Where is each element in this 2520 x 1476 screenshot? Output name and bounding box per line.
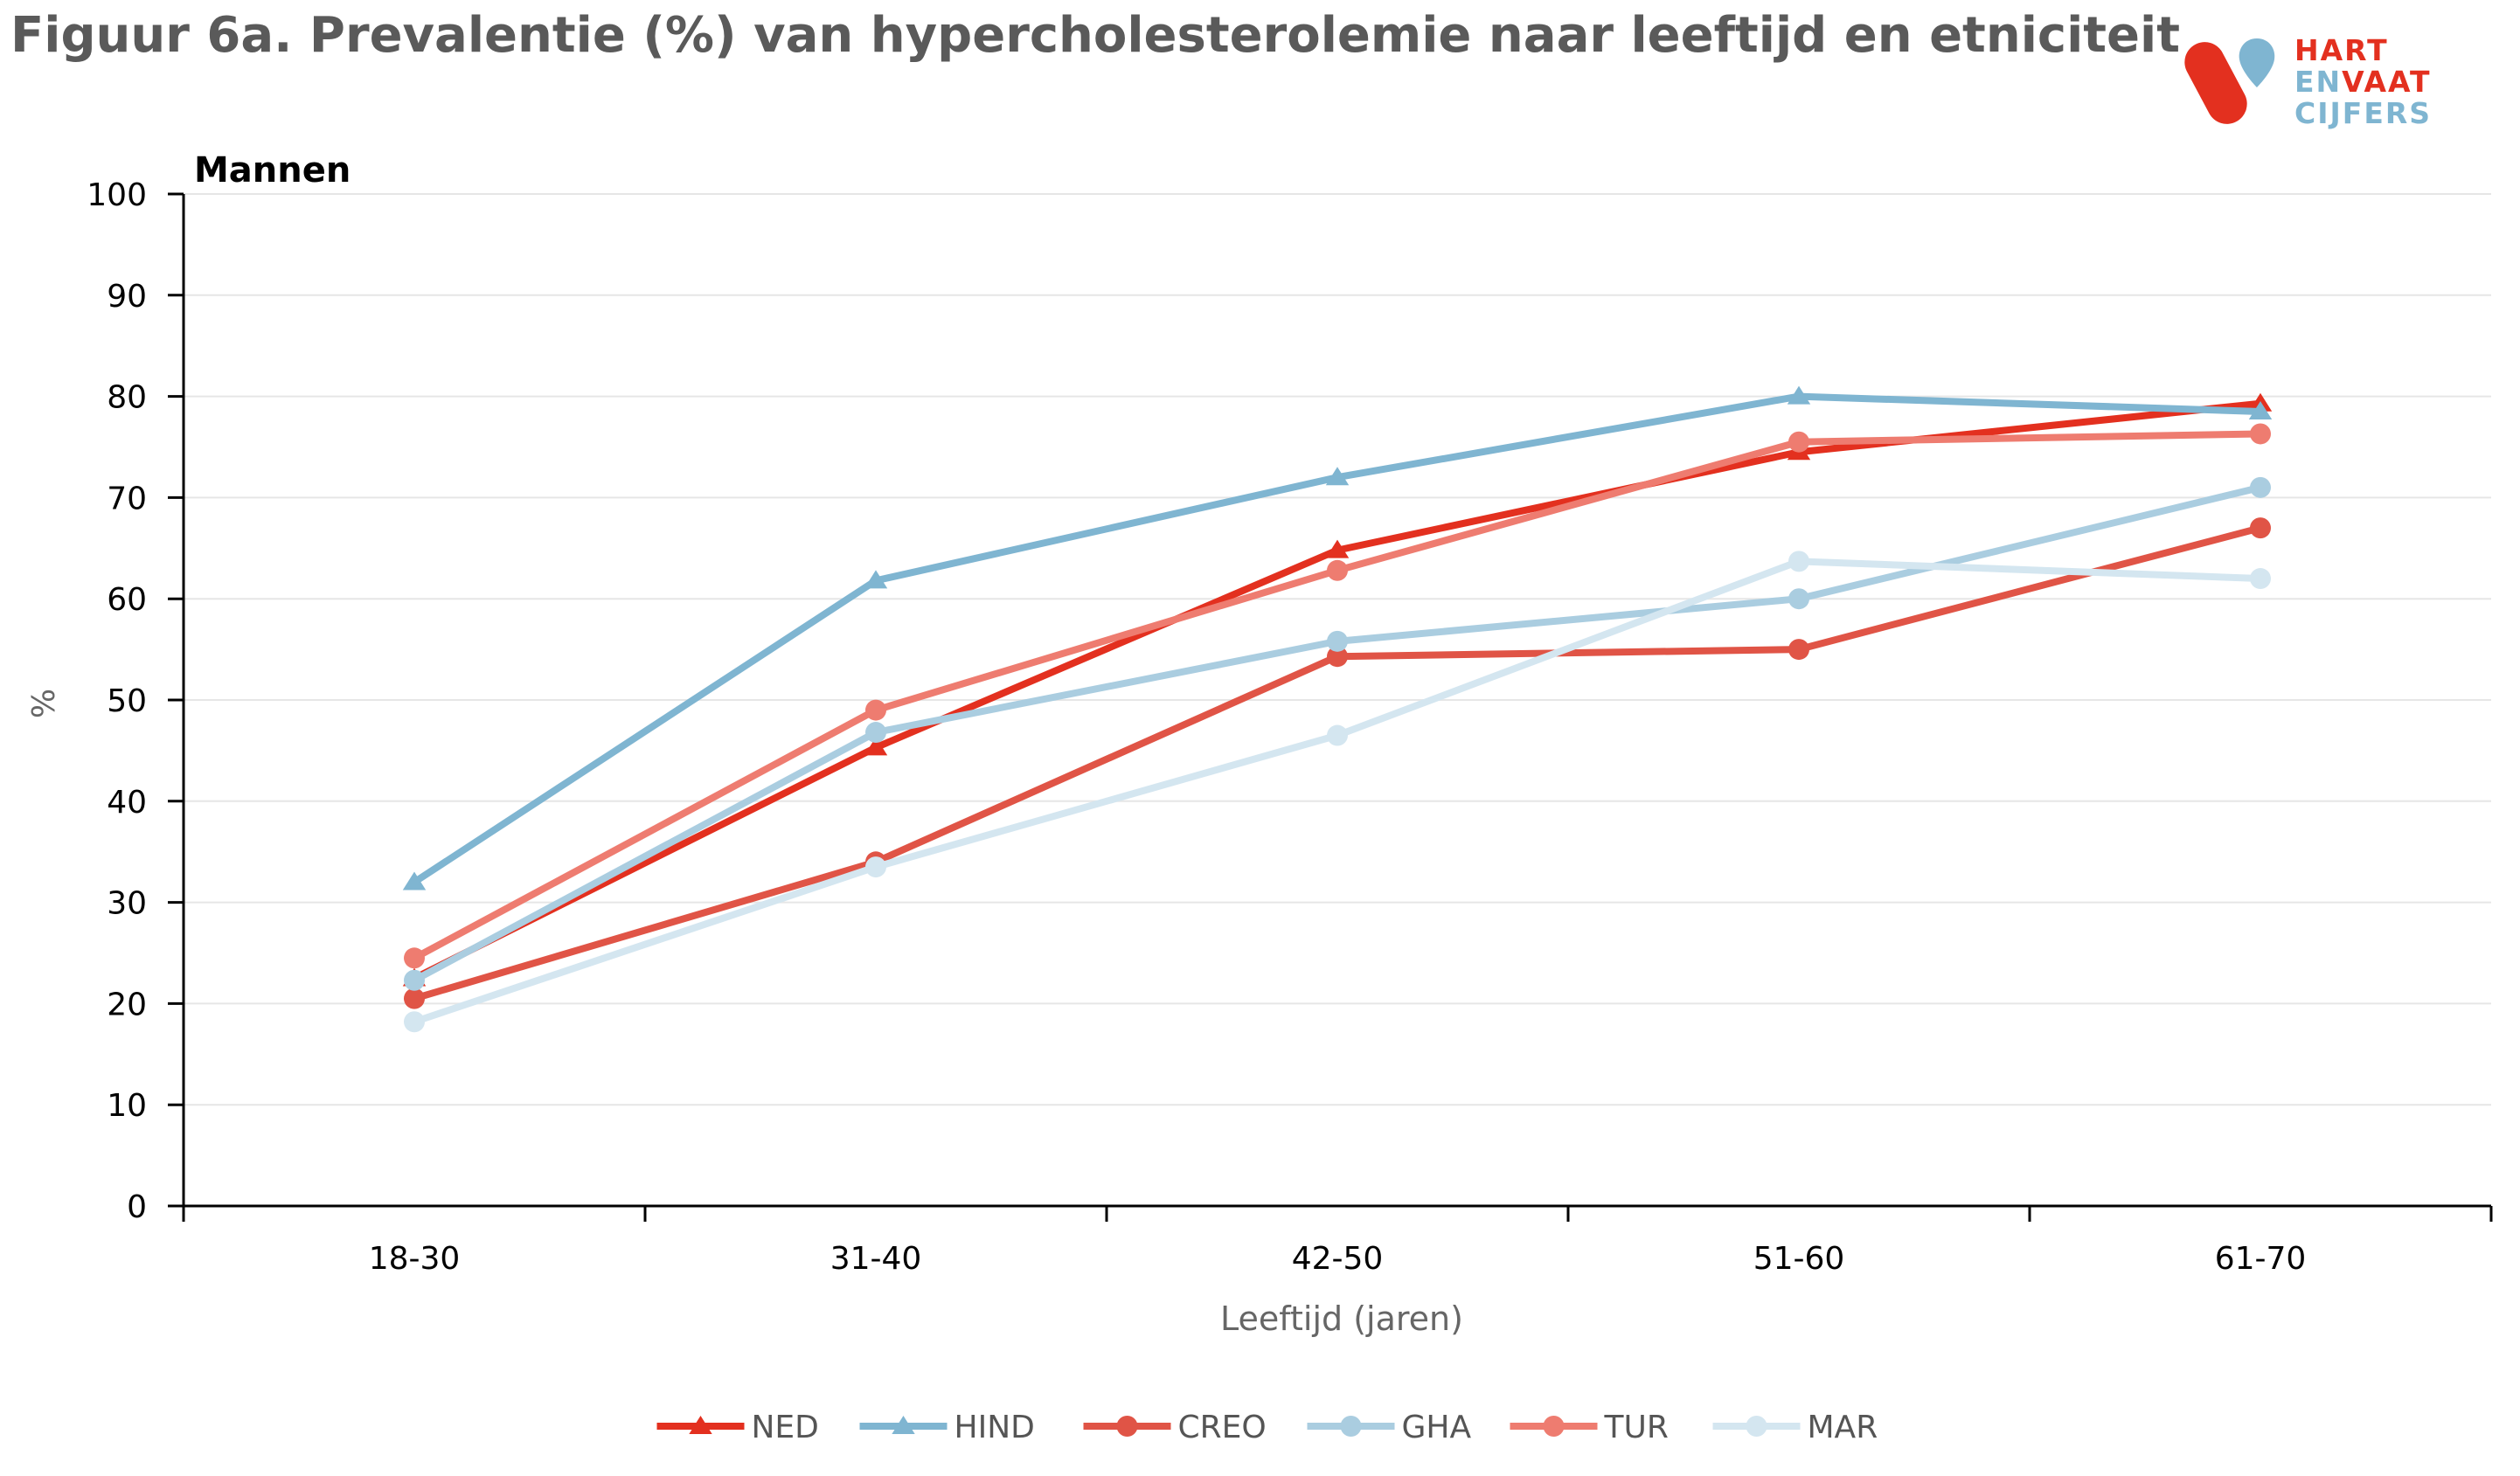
y-tick-label: 80 <box>107 380 147 416</box>
data-point <box>402 871 427 890</box>
data-point <box>1325 539 1350 558</box>
series-line <box>411 399 2264 982</box>
legend-item-mar: MAR <box>1712 1410 1878 1445</box>
y-tick-label: 70 <box>107 481 147 516</box>
data-point <box>865 722 886 744</box>
series-mar <box>404 551 2271 1033</box>
y-tick-label: 100 <box>87 177 147 213</box>
legend-swatch-marker <box>1116 1416 1138 1437</box>
data-point <box>1788 639 1809 661</box>
series-group <box>402 385 2273 1033</box>
data-point <box>2250 568 2271 590</box>
data-point <box>1787 385 1811 405</box>
legend: NED HIND CREO GHA TUR MAR <box>656 1410 1878 1445</box>
data-point <box>865 699 886 721</box>
data-point <box>1327 646 1348 668</box>
series-hind <box>402 385 2273 890</box>
data-point <box>404 947 425 969</box>
data-point <box>404 1011 425 1033</box>
legend-swatch-marker <box>1746 1416 1767 1437</box>
legend-label: GHA <box>1402 1410 1472 1445</box>
data-point <box>1327 630 1348 652</box>
axes <box>168 192 2493 1222</box>
legend-item-hind: HIND <box>859 1410 1035 1445</box>
data-point <box>1327 724 1348 746</box>
data-point <box>2250 517 2271 539</box>
x-axis-label: Leeftijd (jaren) <box>1220 1299 1463 1338</box>
data-point <box>864 570 888 589</box>
y-tick-labels: 0 10 20 30 40 50 60 70 80 90 100 <box>87 177 147 1225</box>
legend-label: NED <box>752 1410 819 1445</box>
x-tick-labels: 18-30 31-40 42-50 51-60 61-70 <box>369 1241 2307 1277</box>
x-tick-label: 42-50 <box>1292 1241 1384 1277</box>
y-tick-label: 50 <box>107 683 147 719</box>
data-point <box>1788 431 1809 453</box>
series-line <box>411 558 2264 1026</box>
logo-line2b: VAAT <box>2342 65 2432 99</box>
legend-swatch-marker <box>892 1416 915 1434</box>
gridlines <box>184 193 2491 1106</box>
data-point <box>1788 588 1809 610</box>
data-point <box>2250 423 2271 445</box>
y-axis-label: % <box>26 689 62 718</box>
legend-item-tur: TUR <box>1510 1410 1669 1445</box>
data-point <box>2250 476 2271 498</box>
data-point <box>404 969 425 991</box>
data-point <box>404 987 425 1009</box>
legend-item-creo: CREO <box>1083 1410 1267 1445</box>
chart-subtitle: Mannen <box>194 150 351 191</box>
legend-label: MAR <box>1808 1410 1878 1445</box>
series-tur <box>404 423 2271 969</box>
y-tick-label: 30 <box>107 886 147 922</box>
series-gha <box>404 476 2271 991</box>
legend-label: CREO <box>1178 1410 1267 1445</box>
x-tick-label: 18-30 <box>369 1241 461 1277</box>
logo-line1: HART <box>2294 33 2389 67</box>
data-point <box>864 737 888 756</box>
logo-line2a: EN <box>2294 65 2343 99</box>
data-point <box>1325 467 1350 486</box>
y-tick-label: 60 <box>107 582 147 618</box>
series-creo <box>404 517 2271 1009</box>
hartenvaatcijfers-logo: HART ENVAAT CIJFERS <box>2176 35 2474 131</box>
data-point <box>1327 559 1348 581</box>
legend-swatch-marker <box>1543 1416 1565 1437</box>
legend-label: TUR <box>1604 1410 1669 1445</box>
chart-title: Figuur 6a. Prevalentie (%) van hyperchol… <box>10 7 2180 64</box>
series-line <box>411 430 2264 962</box>
data-point <box>2248 400 2273 419</box>
legend-swatch-marker <box>1340 1416 1362 1437</box>
legend-item-ned: NED <box>656 1410 819 1445</box>
y-tick-label: 20 <box>107 987 147 1022</box>
legend-item-gha: GHA <box>1307 1410 1472 1445</box>
y-tick-label: 90 <box>107 279 147 315</box>
logo-line3: CIJFERS <box>2294 96 2433 130</box>
legend-label: HIND <box>955 1410 1035 1445</box>
y-tick-label: 10 <box>107 1088 147 1124</box>
y-tick-label: 0 <box>127 1189 147 1225</box>
data-point <box>1788 551 1809 572</box>
x-tick-label: 61-70 <box>2215 1241 2307 1277</box>
logo-mark <box>2184 38 2275 124</box>
x-tick-label: 51-60 <box>1753 1241 1845 1277</box>
y-tick-label: 40 <box>107 785 147 821</box>
x-tick-label: 31-40 <box>830 1241 922 1277</box>
data-point <box>865 856 886 878</box>
logo-text: HART ENVAAT CIJFERS <box>2294 35 2432 129</box>
legend-swatch-marker <box>689 1416 712 1434</box>
